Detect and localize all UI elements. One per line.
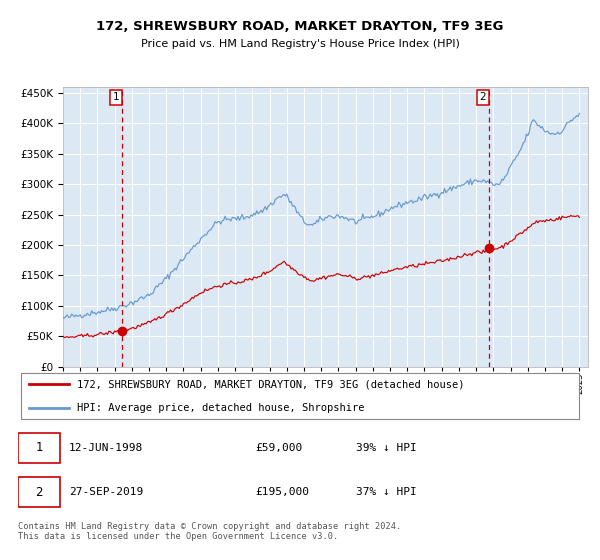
Text: Price paid vs. HM Land Registry's House Price Index (HPI): Price paid vs. HM Land Registry's House … <box>140 39 460 49</box>
FancyBboxPatch shape <box>18 477 60 507</box>
Text: 172, SHREWSBURY ROAD, MARKET DRAYTON, TF9 3EG: 172, SHREWSBURY ROAD, MARKET DRAYTON, TF… <box>96 20 504 32</box>
Text: 27-SEP-2019: 27-SEP-2019 <box>69 487 143 497</box>
Text: Contains HM Land Registry data © Crown copyright and database right 2024.
This d: Contains HM Land Registry data © Crown c… <box>18 522 401 541</box>
Text: 37% ↓ HPI: 37% ↓ HPI <box>356 487 417 497</box>
Text: 39% ↓ HPI: 39% ↓ HPI <box>356 443 417 453</box>
Text: 2: 2 <box>479 92 486 102</box>
Text: 1: 1 <box>113 92 119 102</box>
Text: 172, SHREWSBURY ROAD, MARKET DRAYTON, TF9 3EG (detached house): 172, SHREWSBURY ROAD, MARKET DRAYTON, TF… <box>77 379 465 389</box>
Text: 2: 2 <box>35 486 43 498</box>
Text: HPI: Average price, detached house, Shropshire: HPI: Average price, detached house, Shro… <box>77 403 365 413</box>
Text: £195,000: £195,000 <box>255 487 309 497</box>
Text: £59,000: £59,000 <box>255 443 302 453</box>
Text: 1: 1 <box>35 441 43 454</box>
FancyBboxPatch shape <box>18 433 60 463</box>
Text: 12-JUN-1998: 12-JUN-1998 <box>69 443 143 453</box>
FancyBboxPatch shape <box>21 373 579 419</box>
